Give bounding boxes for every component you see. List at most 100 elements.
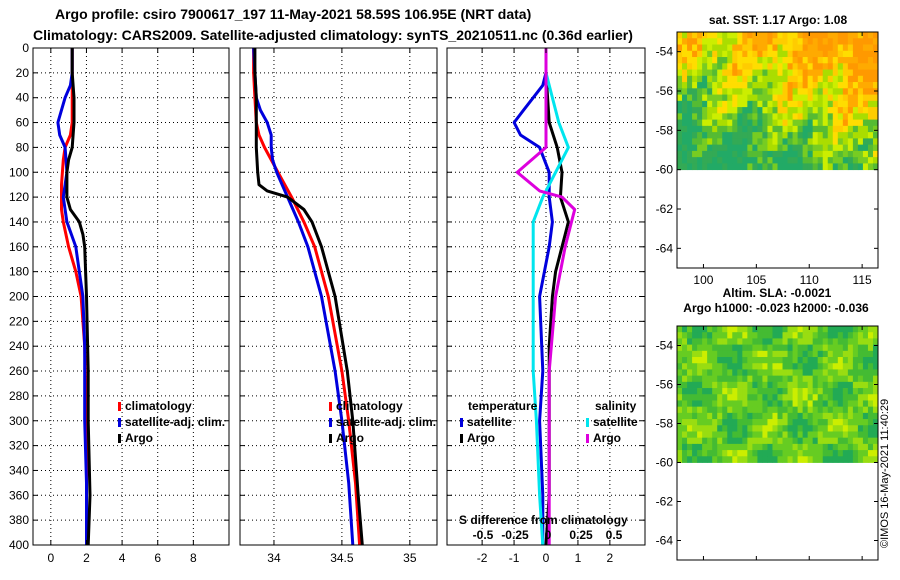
map-cell <box>772 125 778 133</box>
map-cell <box>702 363 708 370</box>
map-cell <box>772 32 778 39</box>
map-cell <box>807 338 814 346</box>
map-cell <box>852 381 859 389</box>
map-cell <box>727 332 733 339</box>
map-cell <box>777 113 783 121</box>
map-cell <box>822 443 829 451</box>
map-cell <box>727 450 733 457</box>
map-cell <box>817 132 824 139</box>
map-cell <box>827 88 834 95</box>
map-cell <box>802 69 809 77</box>
map-cell <box>857 88 864 95</box>
map-cell <box>692 82 698 89</box>
map-cell <box>822 326 829 333</box>
map-cell <box>737 344 743 352</box>
map-cell <box>792 425 799 432</box>
map-cell <box>847 425 854 432</box>
map-cell <box>727 394 733 401</box>
map-cell <box>807 157 814 164</box>
map-cell <box>792 157 799 164</box>
map-cell <box>807 456 814 463</box>
map-cell <box>827 32 834 39</box>
map-cell <box>682 107 688 114</box>
map-cell <box>822 69 829 77</box>
map-cell <box>722 338 728 346</box>
map-cell <box>707 57 713 64</box>
map-cell <box>852 363 859 370</box>
map-cell <box>867 88 874 95</box>
map-cell <box>682 100 688 108</box>
map-cell <box>742 363 748 370</box>
map-cell <box>867 443 874 451</box>
map-cell <box>707 437 713 445</box>
map-cell <box>872 150 879 158</box>
map-cell <box>707 450 713 457</box>
map-cell <box>797 363 804 370</box>
map-cell <box>817 357 824 364</box>
map-cell <box>857 144 864 152</box>
map-cell <box>687 88 693 95</box>
map-cell <box>687 326 693 333</box>
map-cell <box>762 357 768 364</box>
map-cell <box>862 144 869 152</box>
map-cell <box>842 132 849 139</box>
map-cell <box>722 157 728 164</box>
secondary-tick-label: -0.25 <box>501 528 529 542</box>
map-cell <box>827 326 834 333</box>
map-cell <box>822 107 829 114</box>
map-cell <box>697 88 703 95</box>
map-cell <box>762 107 768 114</box>
y-tick-label: -64 <box>656 534 674 548</box>
map-cell <box>732 132 738 139</box>
map-cell <box>872 57 879 64</box>
map-cell <box>852 50 859 58</box>
map-cell <box>827 406 834 414</box>
map-cell <box>847 113 854 121</box>
map-cell <box>767 63 773 70</box>
map-cell <box>782 338 788 346</box>
map-cell <box>782 69 788 77</box>
map-cell <box>777 443 783 451</box>
y-tick-label: -54 <box>656 45 674 59</box>
map-cell <box>802 375 809 383</box>
map-cell <box>862 50 869 58</box>
map-cell <box>792 456 799 463</box>
map-cell <box>767 50 773 58</box>
map-cell <box>682 94 688 102</box>
map-cell <box>767 157 773 164</box>
y-tick-label: -62 <box>656 202 674 216</box>
map-cell <box>722 326 728 333</box>
map-cell <box>832 144 839 152</box>
map-cell <box>702 113 708 121</box>
map-cell <box>737 419 743 426</box>
map-cell <box>832 431 839 439</box>
map-cell <box>782 107 788 114</box>
map-cell <box>772 157 778 164</box>
map-cell <box>707 144 713 152</box>
map-cell <box>707 125 713 133</box>
map-cell <box>822 412 829 420</box>
map-cell <box>812 425 819 432</box>
map-cell <box>682 363 688 370</box>
map-cell <box>682 44 688 52</box>
map-cell <box>837 100 844 108</box>
map-cell <box>802 406 809 414</box>
map-cell <box>812 138 819 146</box>
map-cell <box>757 344 763 352</box>
map-cell <box>792 369 799 377</box>
map-cell <box>682 369 688 377</box>
map-cell <box>827 50 834 58</box>
map-cell <box>802 425 809 432</box>
map-cell <box>832 157 839 164</box>
map-cell <box>842 400 849 408</box>
map-cell <box>777 94 783 102</box>
map-cell <box>862 113 869 121</box>
map-cell <box>697 400 703 408</box>
map-cell <box>687 132 693 139</box>
map-cell <box>852 157 859 164</box>
map-cell <box>727 69 733 77</box>
map-cell <box>842 75 849 83</box>
map-cell <box>742 107 748 114</box>
map-cell <box>722 388 728 395</box>
